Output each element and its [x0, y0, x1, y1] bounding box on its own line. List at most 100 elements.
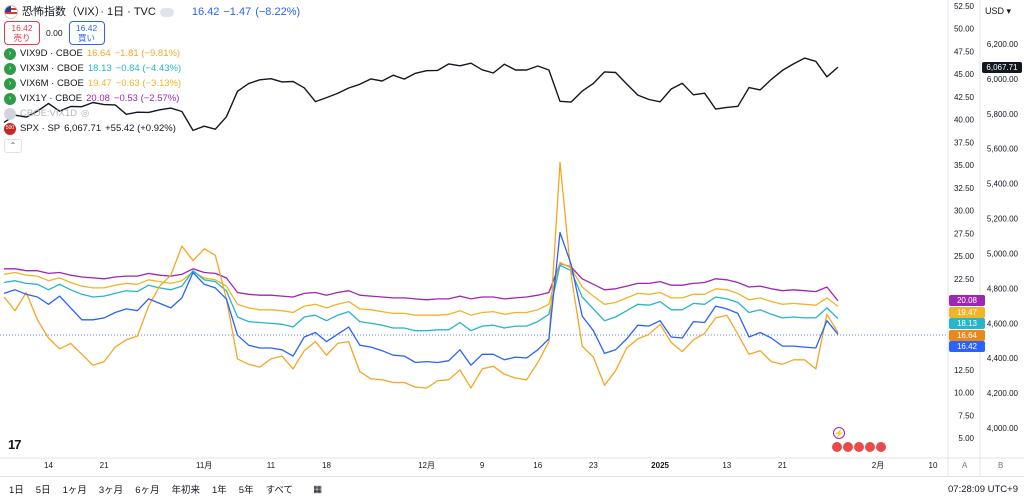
left-axis-tick-label: 5.00 — [958, 434, 974, 443]
right-axis-tick-label: 6,200.00 — [987, 40, 1019, 49]
series-value: 20.08 — [86, 93, 110, 104]
left-axis-tick-label: 37.50 — [954, 138, 975, 147]
range-3m[interactable]: 3ヶ月 — [98, 485, 124, 496]
legend-row-spx[interactable]: 500 SPX · SP 6,067.71 +55.42 (+0.92%) — [4, 121, 300, 136]
sell-button[interactable]: 16.42 売り — [4, 21, 40, 45]
left-axis-tick-label: 47.50 — [954, 47, 975, 56]
right-axis-tick-label: 5,000.00 — [987, 249, 1019, 258]
change-value: −1.47 — [223, 5, 252, 18]
series-name: VIX3M · CBOE — [20, 63, 84, 74]
more-icon[interactable] — [159, 7, 174, 17]
left-axis-tick-label: 12.50 — [954, 366, 975, 375]
event-markers: ⚡ — [832, 427, 886, 452]
legend-row-vix1d[interactable]: CBOE:VIX1D ◎ — [4, 106, 300, 121]
time-axis-tick-label: 9 — [480, 461, 485, 470]
log-scale-button[interactable]: B — [998, 461, 1004, 470]
price-badge: 20.08 — [949, 295, 985, 307]
range-1y[interactable]: 1年 — [212, 485, 227, 496]
us-flag-icon[interactable] — [854, 442, 864, 452]
buy-label: 買い — [78, 33, 96, 43]
legend-row-vix6m[interactable]: › VIX6M · CBOE 19.47 −0.63 (−3.13%) — [4, 76, 300, 91]
right-axis-tick-label: 5,600.00 — [987, 145, 1019, 154]
range-5y[interactable]: 5年 — [238, 485, 254, 496]
time-axis-tick-label: 18 — [322, 461, 331, 470]
us-flag-icon[interactable] — [832, 442, 842, 452]
right-axis-tick-label: 5,200.00 — [987, 215, 1019, 224]
legend: 恐怖指数（VIX）· 1日 · TVC 16.42 −1.47 (−8.22%)… — [4, 4, 300, 153]
series-name: VIX9D · CBOE — [20, 48, 83, 59]
left-axis-tick-label: 30.00 — [954, 207, 975, 216]
right-axis-tick-label: 5,800.00 — [987, 110, 1019, 119]
left-axis-tick-label: 22.50 — [954, 275, 975, 284]
currency-selector[interactable]: USD ▾ — [983, 6, 1013, 17]
series-line-vix3m[interactable] — [3, 264, 839, 332]
legend-row-vix9d[interactable]: › VIX9D · CBOE 16.64 −1.81 (−9.81%) — [4, 46, 300, 61]
clock[interactable]: 07:28:09 UTC+9 — [948, 483, 1018, 495]
series-name: SPX · SP — [20, 123, 61, 134]
left-axis-tick-label: 50.00 — [954, 25, 975, 34]
legend-row-vix1y[interactable]: › VIX1Y · CBOE 20.08 −0.53 (−2.57%) — [4, 91, 300, 106]
left-axis-tick-label: 10.00 — [954, 389, 975, 398]
visibility-icon[interactable]: › — [4, 92, 16, 105]
right-axis-tick-label: 4,200.00 — [987, 389, 1019, 398]
series-line-vix[interactable] — [3, 231, 839, 366]
left-axis-tick-label: 7.50 — [958, 411, 974, 420]
series-change: +55.42 (+0.92%) — [105, 123, 176, 134]
us-flag-icon[interactable] — [876, 442, 886, 452]
time-axis-tick-label: 10 — [929, 461, 938, 470]
sell-price: 16.42 — [11, 23, 33, 33]
range-all[interactable]: すべて — [265, 485, 294, 496]
range-1m[interactable]: 1ヶ月 — [62, 485, 87, 496]
lightning-event-icon[interactable] — [833, 427, 845, 439]
time-axis-tick-label: 2月 — [872, 461, 884, 470]
spx-price-badge: 6,067.71 — [982, 61, 1022, 73]
series-line-spx[interactable] — [3, 57, 839, 132]
buy-price: 16.42 — [75, 23, 98, 33]
date-range-calendar-icon[interactable]: ▦ — [313, 483, 323, 495]
us-flag-icon[interactable] — [843, 442, 853, 452]
buy-button[interactable]: 16.42 買い — [68, 21, 105, 45]
right-axis-tick-label: 4,600.00 — [987, 319, 1019, 328]
time-axis-tick-label: 12月 — [418, 461, 435, 470]
auto-scale-button[interactable]: A — [962, 461, 968, 470]
visibility-icon[interactable]: › — [4, 77, 16, 90]
sp500-logo-icon: 500 — [4, 122, 16, 135]
tradingview-logo-icon[interactable]: 17 — [8, 437, 22, 452]
price-badge: 18.13 — [949, 318, 985, 330]
series-line-vix9d[interactable] — [3, 161, 839, 389]
right-axis-tick-label: 4,000.00 — [987, 424, 1019, 433]
range-ytd[interactable]: 年初来 — [171, 485, 200, 496]
range-6m[interactable]: 6ヶ月 — [135, 485, 160, 496]
visibility-icon[interactable] — [4, 107, 16, 120]
left-axis-tick-label: 40.00 — [954, 116, 975, 125]
series-line-vix6m[interactable] — [3, 261, 839, 316]
us-flag-icon[interactable] — [865, 442, 875, 452]
time-axis-tick-label: 11 — [267, 461, 276, 470]
collapse-legend-button[interactable]: ⌃ — [4, 138, 22, 153]
legend-row-vix3m[interactable]: › VIX3M · CBOE 18.13 −0.84 (−4.43%) — [4, 61, 300, 76]
time-axis-tick-label: 14 — [44, 461, 53, 470]
main-symbol-row[interactable]: 恐怖指数（VIX）· 1日 · TVC 16.42 −1.47 (−8.22%) — [4, 4, 300, 20]
price-badge: 16.64 — [949, 329, 985, 341]
left-axis-tick-label: 42.50 — [954, 93, 975, 102]
visibility-icon[interactable]: › — [4, 47, 16, 60]
chevron-down-icon: ▾ — [1006, 6, 1012, 16]
svg-text:⚡: ⚡ — [834, 428, 844, 438]
visibility-icon[interactable]: › — [4, 62, 16, 75]
series-line-vix1y[interactable] — [4, 262, 839, 302]
range-1d[interactable]: 1日 — [9, 485, 24, 496]
hidden-eye-icon[interactable]: ◎ — [81, 108, 90, 119]
series-name: VIX6M · CBOE — [20, 78, 84, 89]
series-name: VIX1Y · CBOE — [20, 93, 83, 104]
last-price: 16.42 — [191, 5, 220, 18]
us-flag-icon — [4, 5, 18, 19]
price-badge: 16.42 — [949, 341, 985, 353]
series-change: −0.84 (−4.43%) — [115, 63, 182, 74]
series-value: 6,067.71 — [64, 123, 102, 134]
series-name: CBOE:VIX1D — [20, 108, 78, 119]
range-5d[interactable]: 5日 — [35, 485, 51, 496]
right-axis-tick-label: 5,400.00 — [987, 180, 1019, 189]
series-change: −0.53 (−2.57%) — [113, 93, 180, 104]
